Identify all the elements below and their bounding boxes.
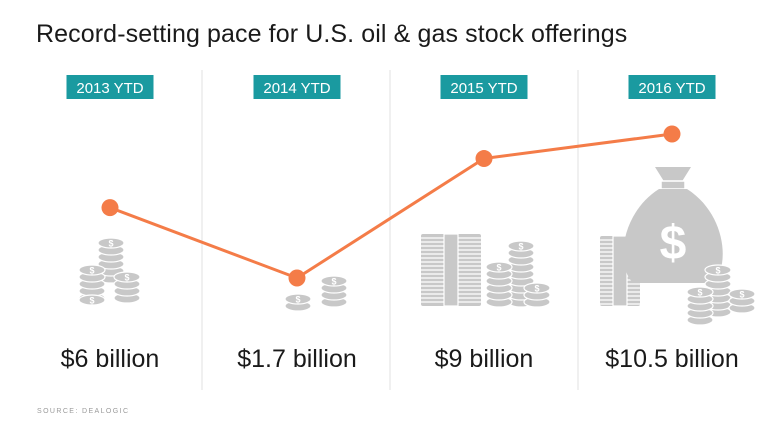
value-label: $6 billion — [61, 345, 160, 373]
coin-stack: $ — [113, 271, 141, 304]
icons-layer: $$$$$$$$$$$$ $ — [78, 167, 756, 326]
data-point — [475, 150, 493, 168]
coin-stacks-icon: $ $ $ $ — [78, 237, 141, 306]
data-point — [663, 125, 681, 143]
svg-text:$: $ — [124, 273, 129, 283]
coin-stack: $ — [485, 261, 513, 308]
coin-stack: $ — [728, 288, 756, 314]
svg-text:$: $ — [715, 266, 720, 276]
svg-text:$: $ — [660, 217, 687, 270]
value-label: $10.5 billion — [605, 345, 738, 373]
svg-text:$: $ — [739, 290, 744, 300]
svg-text:$: $ — [331, 277, 336, 287]
category-label: 2013 YTD — [76, 80, 143, 97]
category-badge-bg — [66, 75, 154, 99]
category-label: 2016 YTD — [638, 80, 705, 97]
coin-stack: $ — [78, 294, 106, 306]
svg-text:$: $ — [496, 263, 501, 273]
source-note: SOURCE: DEALOGIC — [37, 408, 130, 415]
coin-stack: $ — [320, 275, 348, 308]
money-bag-icon: $ $ $ $ — [600, 167, 756, 326]
series-line — [109, 132, 673, 280]
category-label: 2014 YTD — [263, 80, 330, 97]
category-label: 2015 YTD — [450, 80, 517, 97]
svg-text:$: $ — [518, 242, 523, 252]
svg-text:$: $ — [697, 288, 702, 298]
data-point — [288, 269, 306, 287]
category-badge: 2015 YTD — [440, 75, 528, 99]
svg-text:$: $ — [108, 239, 113, 249]
value-label: $9 billion — [435, 345, 534, 373]
svg-text:$: $ — [89, 266, 94, 276]
svg-text:$: $ — [295, 295, 300, 305]
money-bag-icon: $ — [623, 167, 723, 283]
cash-stack-icon — [421, 233, 481, 307]
chart-title: Record-setting pace for U.S. oil & gas s… — [36, 20, 628, 48]
category-badge-bg — [440, 75, 528, 99]
value-label: $1.7 billion — [237, 345, 357, 373]
coin-stack: $ — [284, 293, 312, 312]
coin-stack: $ — [97, 237, 125, 284]
svg-text:$: $ — [89, 296, 94, 306]
cash-and-coins-icon: $ $ $ — [421, 233, 551, 308]
category-badge-bg — [628, 75, 716, 99]
coin-stack: $ — [523, 282, 551, 308]
category-badge-bg — [253, 75, 341, 99]
coin-stack: $ — [686, 286, 714, 326]
category-badge: 2014 YTD — [253, 75, 341, 99]
svg-text:$: $ — [534, 284, 539, 294]
category-badge: 2016 YTD — [628, 75, 716, 99]
category-badge: 2013 YTD — [66, 75, 154, 99]
coin-stacks-icon: $$ — [284, 275, 348, 312]
data-point — [101, 199, 119, 217]
